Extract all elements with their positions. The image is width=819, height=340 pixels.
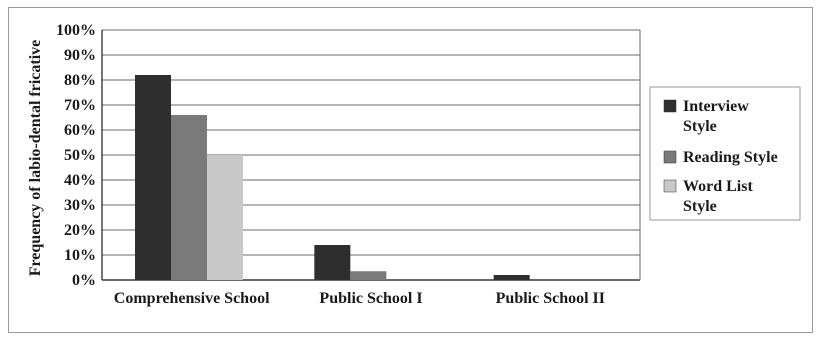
bars xyxy=(135,75,530,280)
y-tick-label: 100% xyxy=(56,22,96,39)
legend-swatch xyxy=(663,99,677,113)
legend-label: Interview Style xyxy=(683,98,749,135)
x-tick-label: Public School I xyxy=(319,290,422,307)
legend: Interview Style Reading Style Word List Styl… xyxy=(649,86,801,221)
y-axis-label: Frequency of labio-dental fricative xyxy=(27,40,44,277)
bar xyxy=(135,75,171,280)
bar xyxy=(350,271,387,280)
bar xyxy=(493,275,530,280)
legend-swatch xyxy=(663,179,677,193)
y-tick-label: 40% xyxy=(64,172,96,189)
x-tick-label: Comprehensive School xyxy=(114,290,270,307)
legend-swatch xyxy=(663,150,677,164)
y-tick-label: 0% xyxy=(72,272,96,289)
y-tick-label: 50% xyxy=(64,147,96,164)
y-tick-label: 10% xyxy=(64,247,96,264)
y-tick-label: 60% xyxy=(64,122,96,139)
y-tick-label: 70% xyxy=(64,97,96,114)
axes: 0% 10% 20% 30% 40% 50% 60% 70% 80% 90% 100% Compreh… xyxy=(56,22,641,307)
legend-label: Word List Style xyxy=(683,178,753,215)
y-tick-label: 80% xyxy=(64,72,96,89)
x-tick-label: Public School II xyxy=(496,290,605,307)
y-tick-label: 90% xyxy=(64,47,96,64)
legend-label: Reading Style xyxy=(683,149,778,166)
bar xyxy=(171,115,207,280)
bar xyxy=(207,155,243,280)
y-tick-label: 20% xyxy=(64,222,96,239)
bar xyxy=(314,245,351,280)
y-tick-label: 30% xyxy=(64,197,96,214)
